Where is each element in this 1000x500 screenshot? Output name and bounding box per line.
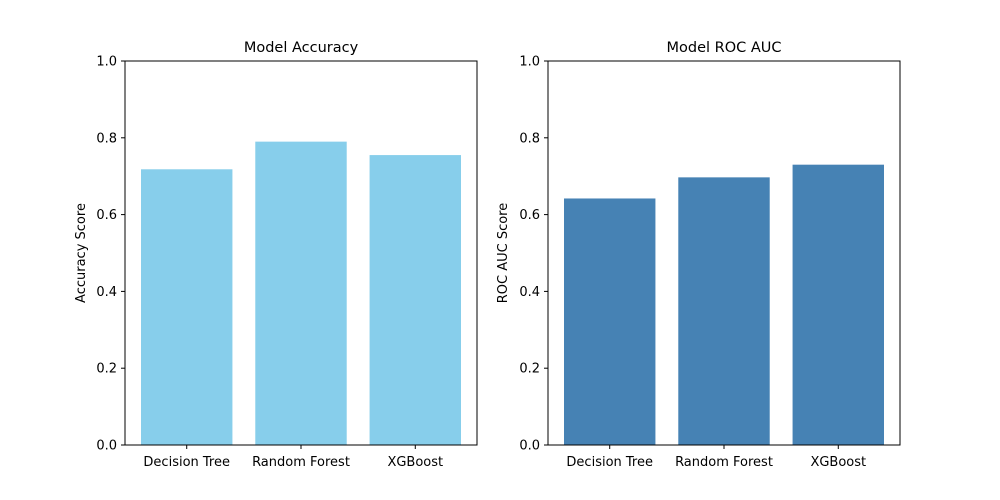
roc-auc-x-tick-label: Random Forest xyxy=(675,455,773,470)
accuracy-bars xyxy=(141,141,461,445)
accuracy-y-tick-label: 0.2 xyxy=(96,362,117,377)
roc-auc-y-tick-label: 0.6 xyxy=(519,208,540,223)
accuracy-y-ticks: 0.0 0.2 0.4 0.6 0.8 1.0 xyxy=(96,55,125,454)
accuracy-x-tick-label: Random Forest xyxy=(252,455,350,470)
roc-auc-bar xyxy=(564,198,656,445)
accuracy-y-tick-label: 0.8 xyxy=(96,131,117,146)
roc-auc-y-tick-label: 0.8 xyxy=(519,131,540,146)
accuracy-y-tick-label: 0.4 xyxy=(96,285,117,300)
accuracy-chart-title: Model Accuracy xyxy=(244,40,359,56)
accuracy-y-tick-label: 1.0 xyxy=(96,55,117,70)
accuracy-y-axis-label: Accuracy Score xyxy=(74,203,89,303)
accuracy-y-tick-label: 0.0 xyxy=(96,439,117,454)
roc-auc-y-tick-label: 0.0 xyxy=(519,439,540,454)
accuracy-chart: Model Accuracy Accuracy Score 0.00.20.40… xyxy=(74,40,478,470)
roc-auc-plot-frame xyxy=(547,60,901,446)
roc-auc-y-tick-label: 1.0 xyxy=(519,55,540,70)
roc-auc-y-axis-label: ROC AUC Score xyxy=(496,203,511,304)
accuracy-plot-frame xyxy=(124,60,478,446)
roc-auc-bar xyxy=(678,177,770,446)
roc-auc-x-tick-label: XGBoost xyxy=(810,455,866,470)
roc-auc-y-ticks: 0.0 0.2 0.4 0.6 0.8 1.0 xyxy=(519,55,548,454)
accuracy-x-tick-label: XGBoost xyxy=(387,455,443,470)
accuracy-bar xyxy=(369,155,461,445)
roc-auc-y-tick-label: 0.4 xyxy=(519,285,540,300)
accuracy-bar xyxy=(255,141,347,445)
accuracy-x-tick-label: Decision Tree xyxy=(143,455,230,470)
roc-auc-bars xyxy=(564,164,884,446)
roc-auc-x-tick-label: Decision Tree xyxy=(566,455,653,470)
roc-auc-chart: Model ROC AUC ROC AUC Score 0.0 0.2 0.4 0.6… xyxy=(496,40,901,470)
roc-auc-bar xyxy=(792,164,884,445)
roc-auc-chart-title: Model ROC AUC xyxy=(666,40,781,56)
accuracy-bar xyxy=(141,169,233,445)
accuracy-x-ticks: Decision Tree Random Forest XGBoost xyxy=(143,445,443,470)
roc-auc-y-tick-label: 0.2 xyxy=(519,362,540,377)
accuracy-y-tick-label: 0.6 xyxy=(96,208,117,223)
roc-auc-x-ticks: Decision Tree Random Forest XGBoost xyxy=(566,445,866,470)
